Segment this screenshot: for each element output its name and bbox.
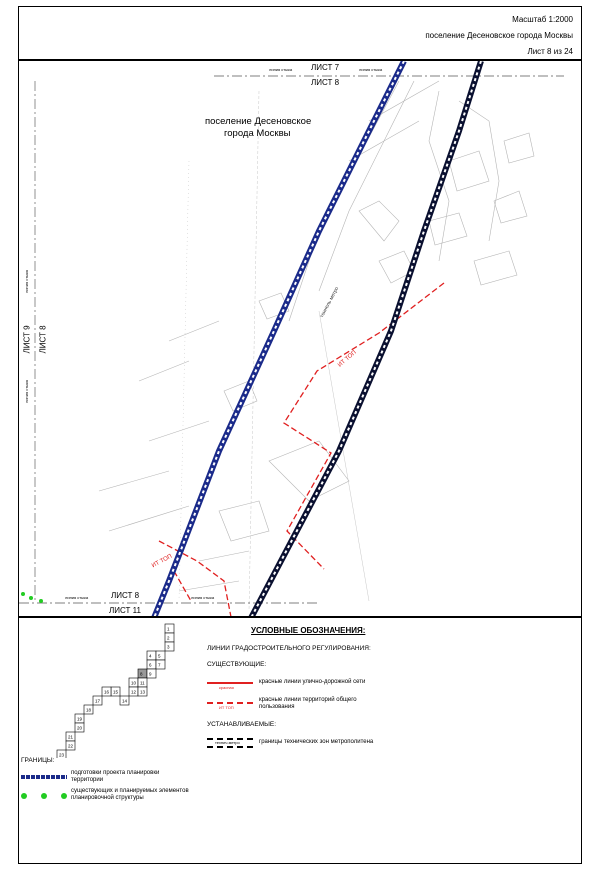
sheet-top-prev: ЛИСТ 7 bbox=[311, 63, 340, 72]
key-map-cell-label: 21 bbox=[68, 735, 74, 740]
red-lines-public bbox=[158, 282, 445, 616]
sheet-bottom-next: ЛИСТ 11 bbox=[109, 606, 141, 615]
key-map-cell-label: 3 bbox=[167, 645, 170, 650]
joint-label-bottom-right: линия стыка bbox=[191, 595, 215, 600]
legend-title: УСЛОВНЫЕ ОБОЗНАЧЕНИЯ: bbox=[251, 626, 366, 635]
key-map-cell bbox=[119, 695, 130, 706]
key-map-cell-label: 1 bbox=[167, 627, 170, 632]
key-map-cell-label: 13 bbox=[140, 690, 146, 695]
sheet-number-label: Лист 8 из 24 bbox=[527, 47, 573, 56]
key-map-cell-label: 6 bbox=[149, 663, 152, 668]
key-map-cell-label: 20 bbox=[77, 726, 83, 731]
red-street-tag: красная bbox=[219, 685, 234, 690]
joint-label-left-bottom: линия стыка bbox=[24, 379, 30, 404]
key-map-cell-label: 7 bbox=[158, 663, 161, 668]
key-map: 123456789101112131415161718192021222324 bbox=[56, 623, 175, 758]
legend-border-elements: существующих и планируемых элементов пла… bbox=[71, 788, 189, 801]
key-map-cell-label: 18 bbox=[86, 708, 92, 713]
key-map-cell-label: 4 bbox=[149, 654, 152, 659]
planning-border-swatch bbox=[21, 775, 67, 779]
map-title-line2: города Москвы bbox=[224, 128, 291, 139]
legend-red-street: красные линии улично-дорожной сети bbox=[259, 679, 366, 685]
sheet-top-curr: ЛИСТ 8 bbox=[311, 78, 340, 87]
key-map-cell-label: 23 bbox=[59, 753, 65, 758]
key-map-cell-label: 8 bbox=[140, 672, 143, 677]
key-map-cell bbox=[146, 668, 157, 679]
key-map-cell bbox=[74, 722, 85, 733]
legend-border-planning: подготовки проекта планировки территории bbox=[71, 770, 160, 783]
key-map-cell bbox=[92, 695, 103, 706]
red-street-swatch bbox=[207, 682, 253, 684]
key-map-cell-label: 12 bbox=[131, 690, 137, 695]
key-map-cell bbox=[155, 659, 166, 670]
green-dot-1 bbox=[21, 793, 27, 799]
sheet-left-curr: ЛИСТ 8 bbox=[38, 325, 48, 354]
title-block: Масштаб 1:2000 поселение Десеновское гор… bbox=[18, 6, 582, 60]
map-title-line1: поселение Десеновское bbox=[205, 116, 312, 127]
key-map-cell bbox=[137, 686, 148, 697]
joint-label-left-top: линия стыка bbox=[24, 269, 30, 294]
sheet-bottom-curr: ЛИСТ 8 bbox=[111, 591, 140, 600]
joint-label-top-left: линия стыка bbox=[269, 67, 293, 72]
red-public-tag: ИТ ТОП bbox=[219, 705, 234, 710]
legend-established: УСТАНАВЛИВАЕМЫЕ: bbox=[207, 721, 277, 728]
key-map-cell-label: 15 bbox=[113, 690, 119, 695]
key-map-cell-label: 2 bbox=[167, 636, 170, 641]
joint-label-top-right: линия стыка bbox=[359, 67, 383, 72]
red-public-swatch bbox=[207, 702, 253, 704]
key-map-cell-label: 19 bbox=[77, 717, 83, 722]
legend-red-public: красные линии территорий общего пользова… bbox=[259, 697, 357, 710]
legend-metro-zone: границы технических зон метрополитена bbox=[259, 739, 374, 745]
green-dot-3 bbox=[61, 793, 67, 799]
legend-borders: ГРАНИЦЫ: bbox=[21, 757, 55, 764]
planning-boundary-lines bbox=[151, 61, 484, 616]
key-map-cell bbox=[65, 740, 76, 751]
map-area: поселение Десеновское города Москвы ЛИСТ… bbox=[18, 60, 582, 617]
legend-section-lines: ЛИНИИ ГРАДОСТРОИТЕЛЬНОГО РЕГУЛИРОВАНИЯ: bbox=[207, 645, 371, 652]
key-map-cell-label: 16 bbox=[104, 690, 110, 695]
key-map-cell-label: 11 bbox=[140, 681, 145, 686]
key-map-cell-label: 9 bbox=[149, 672, 152, 677]
scale-label: Масштаб 1:2000 bbox=[512, 15, 573, 24]
legend-existing: СУЩЕСТВУЮЩИЕ: bbox=[207, 661, 267, 668]
structure-element-dots bbox=[21, 592, 43, 603]
key-map-cell-label: 10 bbox=[131, 681, 137, 686]
base-map-features bbox=[98, 80, 535, 592]
metro-zone-swatch-top bbox=[207, 738, 253, 740]
map-canvas bbox=[19, 61, 564, 616]
settlement-label: поселение Десеновское города Москвы bbox=[425, 31, 573, 40]
green-dot-2 bbox=[41, 793, 47, 799]
key-map-cell bbox=[164, 641, 175, 652]
key-map-cell-label: 5 bbox=[158, 654, 161, 659]
key-map-cell bbox=[83, 704, 94, 715]
metro-zone-tag: технич.метро bbox=[215, 740, 240, 745]
key-map-cell-label: 17 bbox=[95, 699, 101, 704]
legend-area: 123456789101112131415161718192021222324 … bbox=[18, 617, 582, 864]
key-map-cell-label: 14 bbox=[122, 699, 128, 704]
base-map-roads bbox=[178, 90, 370, 612]
key-map-cell bbox=[101, 686, 112, 697]
key-map-cell bbox=[56, 749, 67, 758]
sheet-left-prev: ЛИСТ 9 bbox=[22, 325, 32, 354]
key-map-cell-label: 22 bbox=[68, 744, 74, 749]
joint-label-bottom-left: линия стыка bbox=[65, 595, 89, 600]
metro-zone-swatch-bottom bbox=[207, 746, 253, 748]
